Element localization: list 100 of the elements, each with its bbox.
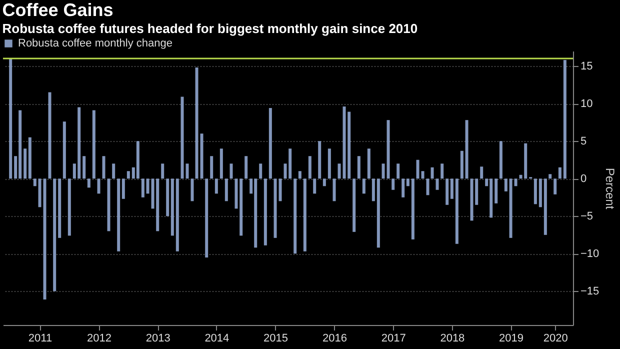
y-axis-title: Percent — [603, 168, 618, 210]
bar — [402, 178, 405, 198]
x-tick-label: 2014 — [204, 332, 230, 344]
bar — [274, 178, 277, 238]
bar — [214, 178, 218, 194]
bar — [230, 164, 233, 179]
bar — [126, 171, 130, 179]
bar — [352, 178, 356, 232]
bar — [9, 58, 12, 179]
bar — [190, 178, 194, 202]
bar — [332, 178, 336, 202]
bar — [102, 156, 106, 179]
bar — [200, 134, 204, 179]
bar — [58, 178, 62, 238]
bar — [322, 178, 326, 186]
bar — [308, 156, 312, 179]
bar — [136, 141, 140, 179]
chart-subtitle: Robusta coffee futures headed for biggest monthly gain since 2010 — [2, 21, 418, 36]
bar — [382, 164, 385, 179]
bar — [534, 178, 537, 204]
bar — [367, 148, 370, 179]
bar — [558, 167, 562, 179]
bar — [224, 178, 228, 202]
bar — [436, 178, 439, 190]
bar — [161, 164, 164, 179]
bar — [294, 178, 297, 254]
chart-title: Coffee Gains — [2, 0, 114, 20]
bar — [146, 178, 150, 194]
bar — [421, 171, 424, 179]
y-tick-label: −5 — [580, 210, 594, 223]
bar — [62, 122, 66, 179]
bar — [357, 156, 360, 179]
bar — [268, 108, 272, 179]
bar — [33, 178, 36, 186]
x-tick-label: 2020 — [543, 332, 568, 344]
bar — [465, 120, 468, 179]
bar — [504, 178, 508, 192]
bar — [117, 178, 120, 252]
bar — [563, 60, 566, 179]
bar — [195, 68, 198, 179]
bar — [107, 178, 110, 232]
bar — [210, 156, 214, 179]
y-tick-label: 15 — [580, 60, 593, 73]
bar — [141, 178, 144, 198]
bar — [186, 164, 189, 179]
bar — [514, 178, 518, 186]
bar — [43, 178, 46, 300]
bar — [166, 178, 170, 216]
bar — [538, 178, 542, 208]
bar — [338, 164, 341, 179]
bar — [259, 164, 262, 179]
bar — [446, 178, 449, 205]
bar — [386, 120, 390, 179]
bar — [328, 148, 331, 179]
bar — [38, 178, 42, 208]
y-tick-label: 5 — [580, 136, 587, 148]
bar — [68, 178, 71, 236]
bar — [122, 178, 125, 199]
bar — [28, 137, 32, 179]
bar — [303, 178, 306, 252]
y-tick-label: −10 — [580, 248, 600, 260]
y-tick-label: 0 — [580, 173, 587, 186]
bar — [416, 160, 420, 179]
bar — [494, 178, 498, 204]
x-tick-label: 2012 — [87, 332, 112, 344]
bar — [544, 178, 547, 235]
bar — [455, 178, 458, 244]
y-tick-label: 10 — [580, 98, 593, 110]
bar — [480, 166, 484, 179]
bar — [372, 178, 375, 202]
bar — [392, 178, 395, 190]
x-tick-label: 2013 — [146, 332, 170, 344]
bar — [278, 178, 282, 202]
bar — [411, 178, 414, 240]
bar — [97, 178, 100, 194]
x-tick-label: 2011 — [28, 332, 52, 344]
legend-label: Robusta coffee monthly change — [18, 38, 173, 50]
bar — [205, 178, 208, 258]
bar — [82, 156, 86, 179]
bar — [406, 178, 410, 186]
bar — [499, 141, 502, 179]
bar — [460, 150, 464, 179]
bar — [509, 178, 512, 238]
bar — [440, 164, 444, 179]
bar — [396, 164, 400, 179]
bar — [53, 178, 56, 292]
bar — [450, 178, 454, 199]
x-tick-label: 2015 — [264, 332, 288, 344]
x-tick-label: 2019 — [499, 332, 524, 344]
bar — [170, 178, 174, 236]
bar — [220, 148, 223, 179]
bar — [313, 178, 316, 194]
x-tick-label: 2016 — [322, 332, 348, 344]
bar — [176, 178, 179, 252]
x-tick-label: 2018 — [440, 332, 465, 344]
bar — [362, 178, 366, 194]
bar — [180, 96, 184, 179]
bar — [430, 167, 434, 179]
bar — [244, 156, 248, 179]
bar — [264, 178, 267, 246]
